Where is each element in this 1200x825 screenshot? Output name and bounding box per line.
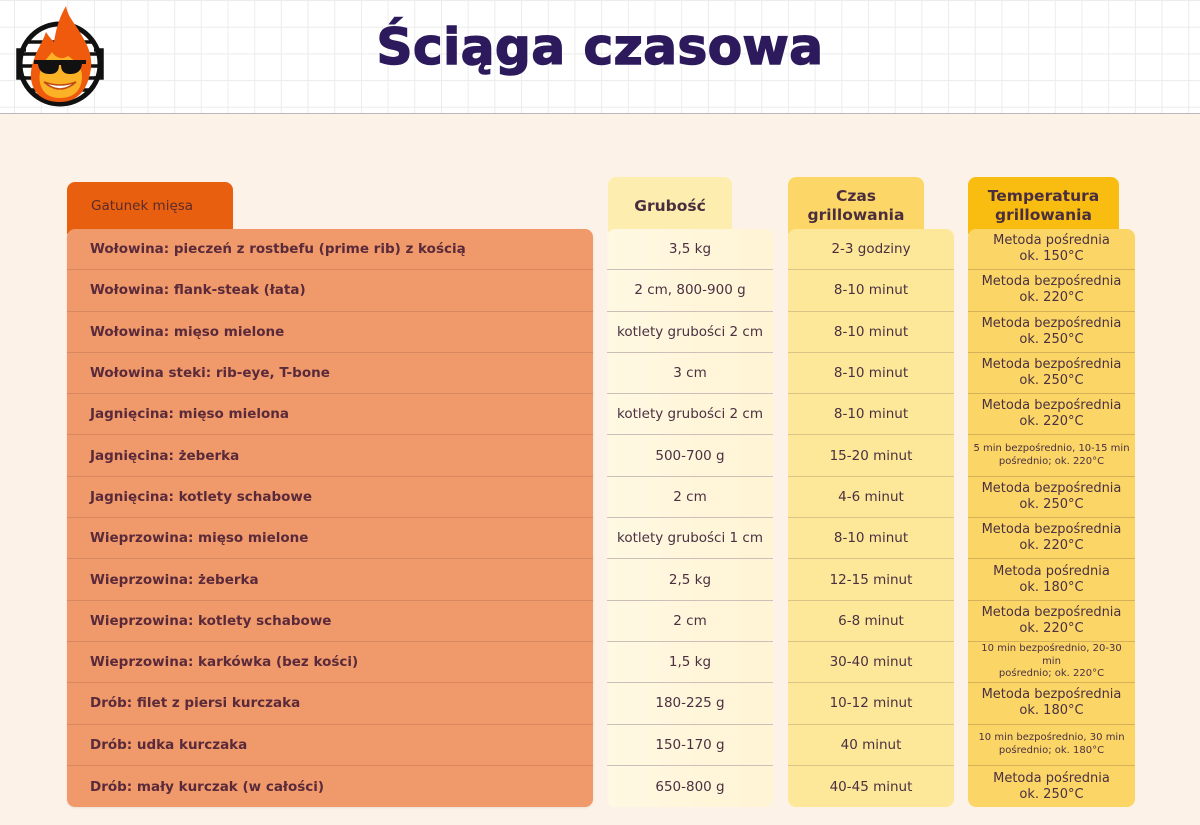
temperature-method: Metoda bezpośrednia [981, 398, 1122, 414]
table-cell-grill-time: 4-6 minut [788, 477, 954, 519]
temperature-method: Metoda bezpośrednia [981, 315, 1122, 331]
table-row-meat-type: Wołowina: flank-steak (łata) [67, 270, 593, 312]
table-cell-grill-time: 10-12 minut [788, 683, 954, 725]
table-row-meat-type: Wołowina: mięso mielone [67, 312, 593, 353]
page-header: Ściąga czasowa [0, 0, 1200, 114]
table-cell-grill-temperature: Metoda pośrednia ok. 180°C [968, 559, 1135, 601]
table-cell-grill-temperature: Metoda pośrednia ok. 250°C [968, 766, 1135, 807]
temperature-method: Metoda pośrednia [993, 233, 1110, 249]
table-cell-grill-time: 15-20 minut [788, 435, 954, 477]
temperature-value: ok. 250°C [1019, 331, 1084, 347]
temperature-method: Metoda bezpośrednia [981, 357, 1122, 373]
table-row-meat-type: Wieprzowina: karkówka (bez kości) [67, 642, 593, 684]
table-row-meat-type: Drób: udka kurczaka [67, 725, 593, 766]
table-cell-grill-temperature: Metoda pośrednia ok. 150°C [968, 229, 1135, 271]
table-cell-thickness: 1,5 kg [607, 642, 773, 684]
table-cell-grill-temperature: 10 min bezpośrednio, 30 min pośrednio; ok… [968, 725, 1135, 766]
table-cell-thickness: 2 cm [607, 477, 773, 519]
grill-temperature-column: Metoda pośrednia ok. 150°C Metoda bezpośre… [968, 229, 1135, 807]
table-cell-grill-time: 40-45 minut [829, 778, 913, 795]
column-header-grill-time: Czas grillowania [788, 177, 924, 234]
table-cell-grill-temperature: 5 min bezpośrednio, 10-15 min pośrednio; … [968, 435, 1135, 477]
column-header-thickness: Grubość [608, 177, 732, 234]
thickness-column: 3,5 kg 2 cm, 800-900 g kotlety grubości 2 … [607, 229, 773, 807]
table-cell-thickness: kotlety grubości 1 cm [607, 518, 773, 560]
temperature-value: ok. 220°C [1019, 290, 1084, 306]
table-cell-grill-time: 6-8 minut [788, 601, 954, 642]
column-header-grill-temperature: Temperatura grillowania [968, 177, 1119, 234]
table-cell-grill-time: 8-10 minut [788, 312, 954, 353]
table-cell-grill-temperature: Metoda bezpośrednia ok. 250°C [968, 477, 1135, 519]
table-cell-grill-time: 8-10 minut [788, 518, 954, 560]
temperature-value: ok. 250°C [1019, 373, 1084, 389]
meat-type-column: Wołowina: pieczeń z rostbefu (prime rib)… [67, 229, 593, 807]
temperature-method: 5 min bezpośrednio, 10-15 min [973, 443, 1130, 455]
table-row-meat-type: Wieprzowina: mięso mielone [67, 518, 593, 560]
table-cell-grill-temperature: Metoda bezpośrednia ok. 220°C [968, 518, 1135, 560]
temperature-method: Metoda bezpośrednia [981, 687, 1122, 703]
column-header-grill-time-line2: grillowania [807, 205, 905, 224]
flame-mascot-logo-icon [16, 6, 104, 107]
temperature-value: ok. 220°C [1019, 414, 1084, 430]
table-cell-grill-time: 2-3 godziny [788, 229, 954, 271]
table-cell-grill-time: 30-40 minut [788, 642, 954, 684]
column-header-temp-line1: Temperatura [987, 186, 1100, 205]
table-row-meat-type: Wołowina steki: rib-eye, T-bone [67, 353, 593, 395]
table-cell-grill-temperature: Metoda bezpośrednia ok. 220°C [968, 270, 1135, 312]
temperature-method: 10 min bezpośrednio, 20-30 min [981, 643, 1122, 667]
temperature-method: Metoda bezpośrednia [981, 480, 1122, 496]
table-row-meat-type: Wieprzowina: żeberka [67, 559, 593, 601]
column-header-meat-type: Gatunek mięsa [67, 182, 233, 234]
table-row-meat-type: Drób: mały kurczak (w całości) [90, 778, 325, 795]
temperature-method: Metoda pośrednia [993, 563, 1110, 579]
table-cell-grill-temperature: Metoda bezpośrednia ok. 180°C [968, 683, 1135, 725]
temperature-value: pośrednio; ok. 220°C [998, 455, 1105, 467]
table-cell-grill-time: 8-10 minut [788, 394, 954, 436]
table-row-meat-type: Wołowina: pieczeń z rostbefu (prime rib)… [67, 229, 593, 271]
table-cell-thickness: kotlety grubości 2 cm [607, 312, 773, 353]
temperature-method: Metoda bezpośrednia [981, 522, 1122, 538]
table-cell-thickness: 3,5 kg [607, 229, 773, 271]
table-cell-thickness: 150-170 g [607, 725, 773, 766]
column-header-grill-time-line1: Czas [835, 186, 877, 205]
temperature-value: ok. 220°C [1019, 538, 1084, 554]
table-cell-grill-temperature: Metoda bezpośrednia ok. 250°C [968, 312, 1135, 353]
table-row-meat-type: Wieprzowina: kotlety schabowe [67, 601, 593, 642]
temperature-value: pośrednio; ok. 180°C [998, 744, 1105, 756]
temperature-method: Metoda pośrednia [993, 770, 1110, 786]
temperature-method: Metoda bezpośrednia [981, 604, 1122, 620]
table-cell-grill-time: 40 minut [788, 725, 954, 766]
temperature-value: ok. 180°C [1019, 703, 1084, 719]
temperature-value: ok. 250°C [1019, 496, 1084, 512]
table-cell-thickness: 2 cm, 800-900 g [607, 270, 773, 312]
temperature-value: ok. 220°C [1019, 620, 1084, 636]
table-cell-thickness: 2 cm [607, 601, 773, 642]
temperature-value: pośrednio; ok. 220°C [998, 668, 1105, 680]
table-cell-thickness: kotlety grubości 2 cm [607, 394, 773, 436]
table-cell-thickness: 500-700 g [607, 435, 773, 477]
table-cell-grill-temperature: 10 min bezpośrednio, 20-30 min pośrednio;… [968, 642, 1135, 684]
table-cell-thickness: 2,5 kg [607, 559, 773, 601]
table-row-meat-type: Jagnięcina: kotlety schabowe [67, 477, 593, 519]
temperature-value: ok. 180°C [1019, 579, 1084, 595]
table-cell-grill-temperature: Metoda bezpośrednia ok. 220°C [968, 601, 1135, 642]
temperature-value: ok. 250°C [1019, 786, 1084, 802]
table-row-meat-type: Drób: filet z piersi kurczaka [67, 683, 593, 725]
table-cell-thickness: 3 cm [607, 353, 773, 395]
table-cell-grill-time: 12-15 minut [788, 559, 954, 601]
table-cell-thickness: 650-800 g [655, 778, 725, 795]
table-cell-grill-time: 8-10 minut [788, 270, 954, 312]
table-cell-grill-temperature: Metoda bezpośrednia ok. 250°C [968, 353, 1135, 395]
page-title: Ściąga czasowa [376, 17, 824, 77]
temperature-value: ok. 150°C [1019, 249, 1084, 265]
table-cell-grill-temperature: Metoda bezpośrednia ok. 220°C [968, 394, 1135, 436]
column-header-temp-line2: grillowania [995, 205, 1092, 224]
grill-time-column: 2-3 godziny 8-10 minut 8-10 minut 8-10 minu… [788, 229, 954, 807]
temperature-method: 10 min bezpośrednio, 30 min [978, 732, 1125, 744]
table-cell-grill-time: 8-10 minut [788, 353, 954, 395]
table-row-meat-type: Jagnięcina: żeberka [67, 435, 593, 477]
temperature-method: Metoda bezpośrednia [981, 274, 1122, 290]
table-cell-thickness: 180-225 g [607, 683, 773, 725]
table-row-meat-type: Jagnięcina: mięso mielona [67, 394, 593, 436]
